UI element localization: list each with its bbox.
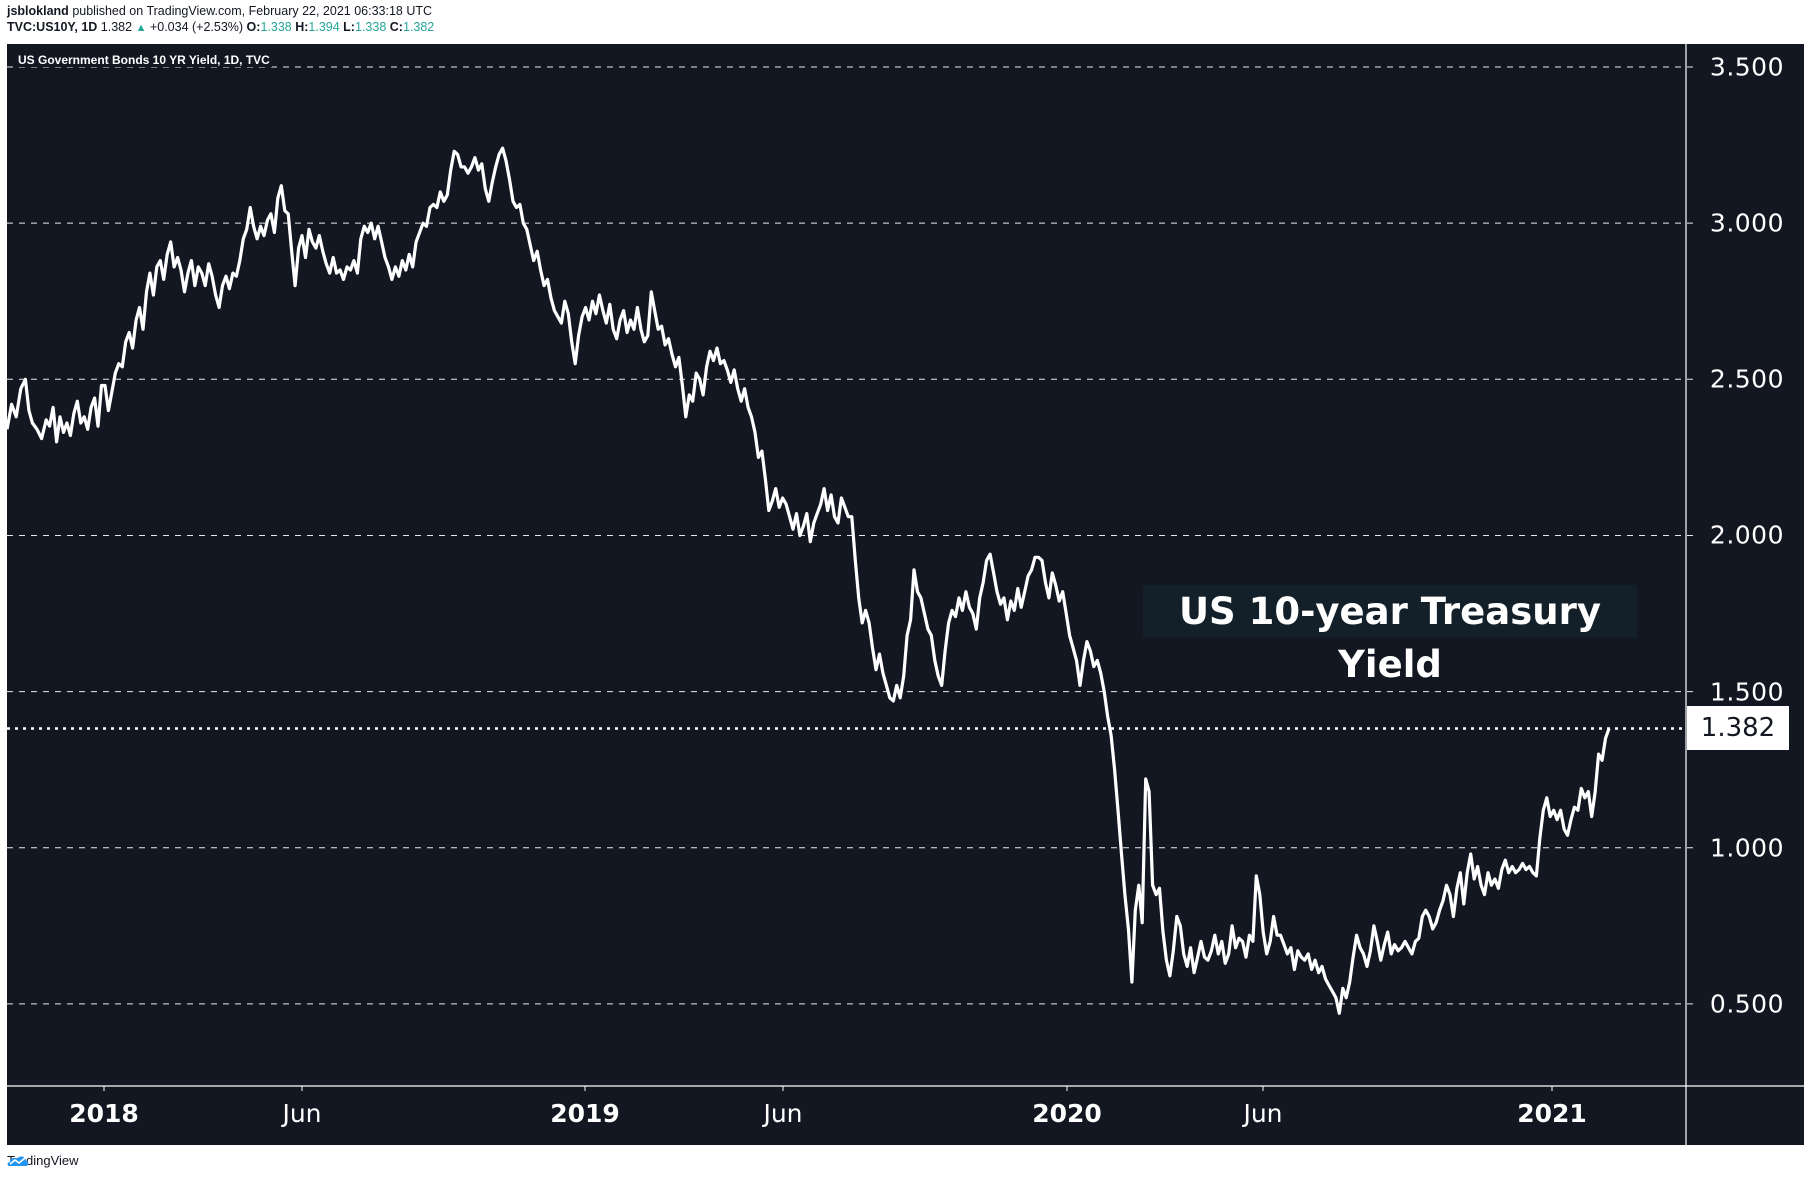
close-value: 1.382 xyxy=(402,20,435,34)
tradingview-logo[interactable]: TradingView xyxy=(7,1153,79,1168)
x-tick-label: Jun xyxy=(763,1099,803,1128)
low-value: 1.338 xyxy=(354,20,387,34)
x-tick-label: Jun xyxy=(1243,1099,1283,1128)
price-change: +0.034 (+2.53%) xyxy=(149,20,244,34)
y-tick-label: 2.500 xyxy=(1709,364,1784,394)
published-text: published on TradingView.com, February 2… xyxy=(72,4,433,18)
y-tick-label: 3.500 xyxy=(1709,52,1784,82)
open-label: O: xyxy=(246,20,261,34)
y-tick-label: 1.000 xyxy=(1709,833,1784,863)
yield-line[interactable] xyxy=(7,146,1611,1015)
open-value: 1.338 xyxy=(260,20,292,34)
y-tick-label: 2.000 xyxy=(1709,520,1784,550)
last-price-tag: 1.382 xyxy=(1687,706,1789,751)
high-value: 1.394 xyxy=(308,20,340,34)
x-tick-label: 2018 xyxy=(69,1099,139,1128)
x-tick-label: 2020 xyxy=(1032,1099,1102,1128)
author-name[interactable]: jsblokland xyxy=(7,4,69,18)
high-label: H: xyxy=(295,20,309,34)
chart-annotation: US 10-year Treasury Yield xyxy=(1143,585,1637,686)
last-price: 1.382 xyxy=(100,20,133,34)
symbol-info: TVC:US10Y, 1D 1.382 ▲ +0.034 (+2.53%) O:… xyxy=(7,20,434,34)
plot-svg xyxy=(7,44,1804,1145)
y-tick-label: 0.500 xyxy=(1709,989,1784,1019)
close-label: C: xyxy=(389,20,403,34)
y-tick-label: 1.500 xyxy=(1709,677,1784,707)
publish-info: jsblokland published on TradingView.com,… xyxy=(7,4,432,18)
x-tick-label: Jun xyxy=(282,1099,322,1128)
low-label: L: xyxy=(343,20,355,34)
symbol-label: TVC:US10Y, 1D xyxy=(7,20,98,34)
y-tick-label: 3.000 xyxy=(1709,208,1784,238)
x-tick-label: 2019 xyxy=(550,1099,620,1128)
chart-area[interactable]: US Government Bonds 10 YR Yield, 1D, TVC… xyxy=(7,44,1804,1145)
chart-title: US Government Bonds 10 YR Yield, 1D, TVC xyxy=(16,53,272,67)
tradingview-cloud-icon xyxy=(7,1156,29,1166)
x-tick-label: 2021 xyxy=(1517,1099,1587,1128)
up-arrow-icon: ▲ xyxy=(135,22,147,34)
